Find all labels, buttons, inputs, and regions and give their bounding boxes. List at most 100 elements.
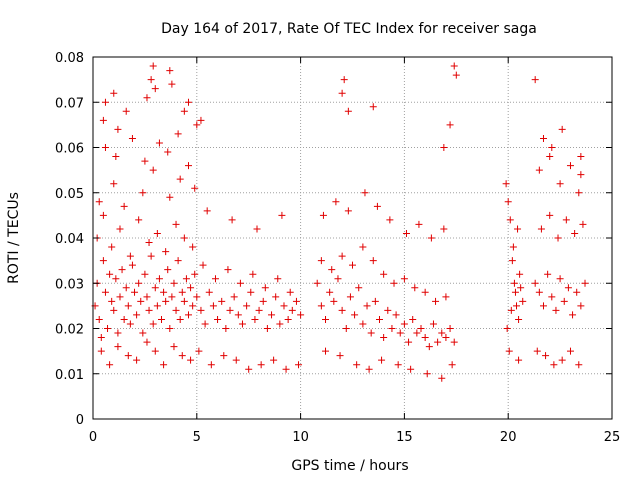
data-point [338,252,346,260]
data-point [396,329,404,337]
data-point [139,329,147,337]
data-point [421,334,429,342]
data-point [195,347,203,355]
data-point [346,293,354,301]
data-point [176,175,184,183]
x-tick-label: 20 [500,430,517,445]
data-point [533,347,541,355]
data-point [99,211,107,219]
data-point [367,329,375,337]
data-point [187,284,195,292]
data-point [122,107,130,115]
data-point [571,229,579,237]
data-point [122,284,130,292]
data-point [384,306,392,314]
x-tick-label: 10 [292,430,309,445]
data-point [141,157,149,165]
data-point [392,311,400,319]
data-point [322,315,330,323]
data-point [120,202,128,210]
data-point [151,284,159,292]
data-point [579,220,587,228]
data-point [128,134,136,142]
data-point [295,361,303,369]
data-point [507,306,515,314]
data-point [361,189,369,197]
data-point [110,180,118,188]
data-point [166,325,174,332]
data-point [319,211,327,219]
data-point [548,293,556,301]
data-point [95,315,103,323]
data-point [145,306,153,314]
data-point [230,293,238,301]
data-point [274,275,282,283]
data-point [112,275,120,283]
data-point [197,116,205,124]
data-point [145,239,153,247]
data-point [232,356,240,364]
data-point [511,288,519,296]
data-point [168,293,176,301]
data-point [546,211,554,219]
data-point [209,302,217,310]
data-point [558,125,566,133]
data-point [566,162,574,170]
data-point [104,325,112,332]
data-point [550,361,558,369]
data-point [338,306,346,314]
data-point [193,293,201,301]
data-point [380,334,388,342]
data-point [542,352,550,360]
data-point [174,130,182,138]
data-point [110,306,118,314]
data-point [342,325,350,332]
data-point [151,85,159,93]
data-point [407,365,415,373]
data-point [446,121,454,129]
data-point [155,139,163,147]
data-point [164,148,172,156]
data-point [322,347,330,355]
data-point [355,284,363,292]
chart-title: Day 164 of 2017, Rate Of TEC Index for r… [161,21,537,37]
data-point [149,166,157,174]
data-point [106,270,114,278]
data-point [365,365,373,373]
y-tick-label: 0.08 [55,51,84,66]
data-point [106,361,114,369]
data-point [546,153,554,161]
data-point [535,166,543,174]
y-tick-label: 0.04 [55,232,84,247]
data-point [562,216,570,224]
data-point [517,284,525,292]
data-point [363,302,371,310]
data-point [110,89,118,97]
data-point [126,252,134,260]
data-point [153,229,161,237]
data-point [120,315,128,323]
data-point [413,329,421,337]
data-point [276,320,284,328]
x-tick-label: 15 [396,430,413,445]
data-point [170,343,178,351]
data-point [255,306,263,314]
data-point [421,288,429,296]
data-point [118,266,126,274]
data-point [114,125,122,133]
data-point [211,275,219,283]
data-point [560,297,568,305]
data-point [386,216,394,224]
data-point [516,270,524,278]
data-point [508,257,516,265]
data-points [91,62,589,382]
data-point [99,257,107,265]
data-point [199,261,207,269]
data-point [411,284,419,292]
y-tick-label: 0.05 [55,187,84,202]
data-point [234,311,242,319]
data-point [189,243,197,251]
data-point [353,361,361,369]
data-point [238,320,246,328]
